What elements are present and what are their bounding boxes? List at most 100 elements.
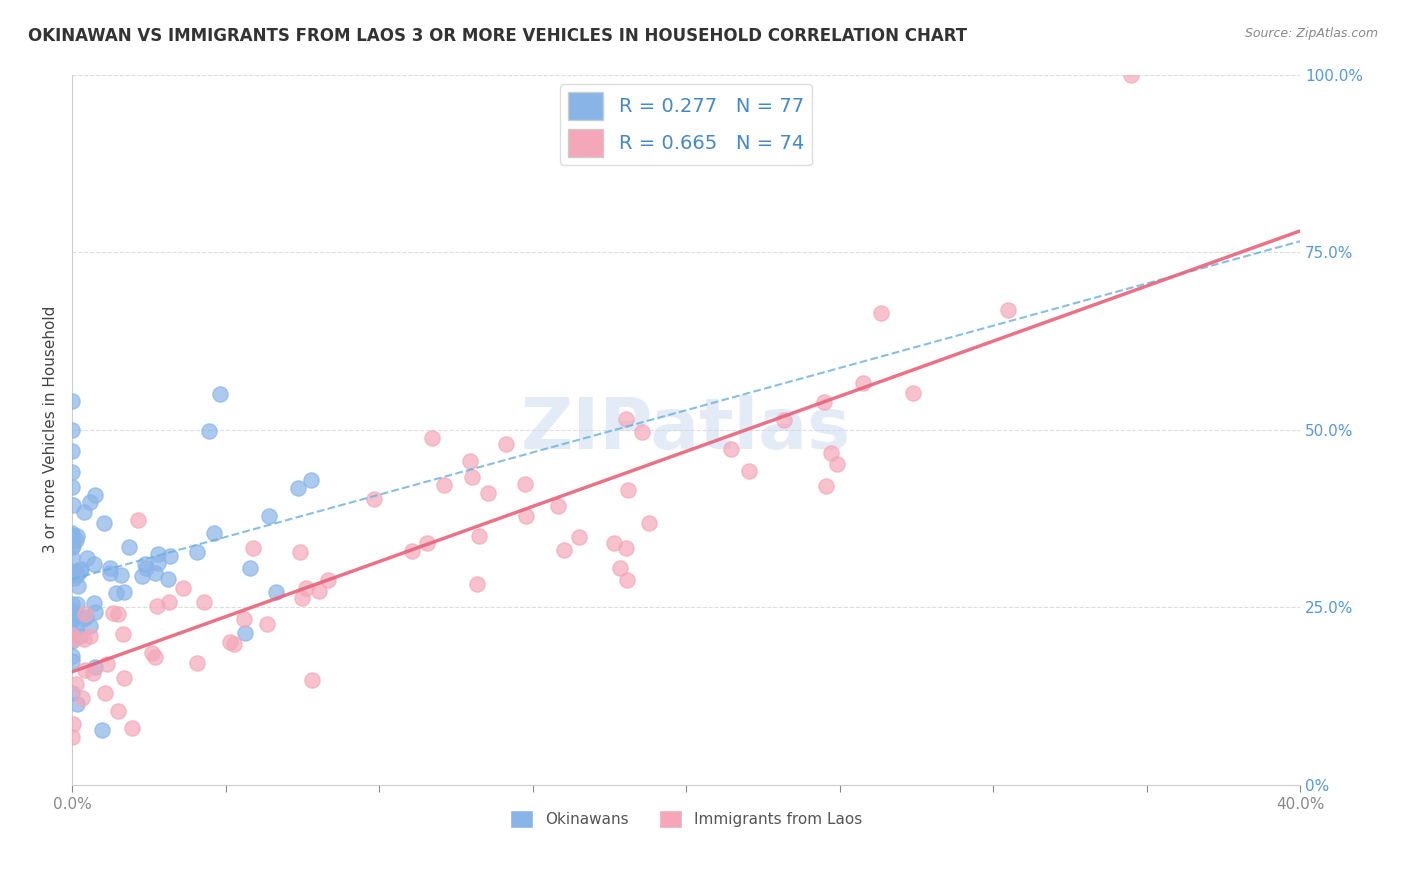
Point: [69, 564, 91, 578]
Point: [60, 551, 83, 566]
Point: [266, 584, 288, 599]
Point: [638, 516, 661, 531]
Point: [291, 591, 314, 606]
Point: [495, 437, 517, 451]
Point: [60, 423, 83, 437]
Point: [614, 412, 637, 426]
Point: [239, 560, 262, 574]
Point: [477, 485, 499, 500]
Point: [66, 698, 89, 712]
Point: [870, 306, 893, 320]
Point: [461, 470, 484, 484]
Point: [60, 654, 83, 668]
Point: [65, 533, 87, 547]
Point: [118, 541, 141, 555]
Point: [60, 612, 83, 626]
Point: [63, 632, 86, 647]
Point: [60, 480, 83, 494]
Point: [143, 649, 166, 664]
Point: [60, 604, 83, 618]
Point: [363, 491, 385, 506]
Point: [72, 504, 94, 518]
Point: [1121, 68, 1143, 82]
Point: [60, 567, 83, 582]
Point: [825, 457, 848, 471]
Point: [603, 535, 626, 549]
Point: [614, 541, 637, 556]
Point: [75, 610, 97, 624]
Point: [94, 686, 117, 700]
Point: [79, 495, 101, 509]
Point: [65, 564, 87, 578]
Point: [301, 673, 323, 688]
Point: [997, 302, 1019, 317]
Point: [186, 656, 208, 670]
Point: [198, 424, 221, 438]
Point: [631, 425, 654, 440]
Point: [609, 560, 631, 574]
Point: [616, 573, 638, 587]
Point: [66, 597, 89, 611]
Point: [60, 526, 83, 541]
Point: [60, 527, 83, 541]
Point: [79, 629, 101, 643]
Point: [308, 583, 330, 598]
Point: [62, 539, 84, 553]
Point: [121, 721, 143, 735]
Point: [60, 531, 83, 545]
Point: [72, 612, 94, 626]
Point: [70, 690, 93, 705]
Point: [60, 649, 83, 664]
Point: [84, 606, 107, 620]
Point: [433, 477, 456, 491]
Point: [60, 466, 83, 480]
Point: [146, 547, 169, 561]
Point: [101, 606, 124, 620]
Point: [146, 599, 169, 614]
Point: [547, 499, 569, 513]
Point: [316, 573, 339, 587]
Point: [134, 557, 156, 571]
Point: [159, 549, 181, 563]
Point: [60, 566, 83, 581]
Point: [65, 621, 87, 635]
Point: [290, 545, 312, 559]
Point: [143, 566, 166, 581]
Point: [468, 529, 491, 543]
Point: [60, 394, 83, 409]
Point: [209, 387, 232, 401]
Point: [79, 619, 101, 633]
Point: [107, 607, 129, 622]
Point: [112, 627, 135, 641]
Point: [82, 666, 104, 681]
Point: [84, 660, 107, 674]
Point: [287, 481, 309, 495]
Point: [60, 627, 83, 641]
Point: [96, 657, 118, 672]
Text: OKINAWAN VS IMMIGRANTS FROM LAOS 3 OR MORE VEHICLES IN HOUSEHOLD CORRELATION CHA: OKINAWAN VS IMMIGRANTS FROM LAOS 3 OR MO…: [28, 27, 967, 45]
Point: [172, 582, 194, 596]
Point: [256, 617, 278, 632]
Point: [232, 612, 254, 626]
Point: [60, 540, 83, 554]
Point: [157, 572, 180, 586]
Point: [60, 597, 83, 611]
Point: [93, 516, 115, 531]
Point: [157, 595, 180, 609]
Text: Source: ZipAtlas.com: Source: ZipAtlas.com: [1244, 27, 1378, 40]
Point: [83, 557, 105, 571]
Point: [420, 431, 443, 445]
Point: [112, 585, 135, 599]
Point: [60, 686, 83, 700]
Point: [60, 624, 83, 639]
Point: [69, 629, 91, 643]
Point: [568, 530, 591, 544]
Point: [60, 634, 83, 648]
Point: [62, 717, 84, 731]
Point: [901, 386, 924, 401]
Point: [401, 543, 423, 558]
Legend: Okinawans, Immigrants from Laos: Okinawans, Immigrants from Laos: [503, 804, 869, 834]
Point: [104, 585, 127, 599]
Point: [65, 567, 87, 582]
Point: [112, 671, 135, 685]
